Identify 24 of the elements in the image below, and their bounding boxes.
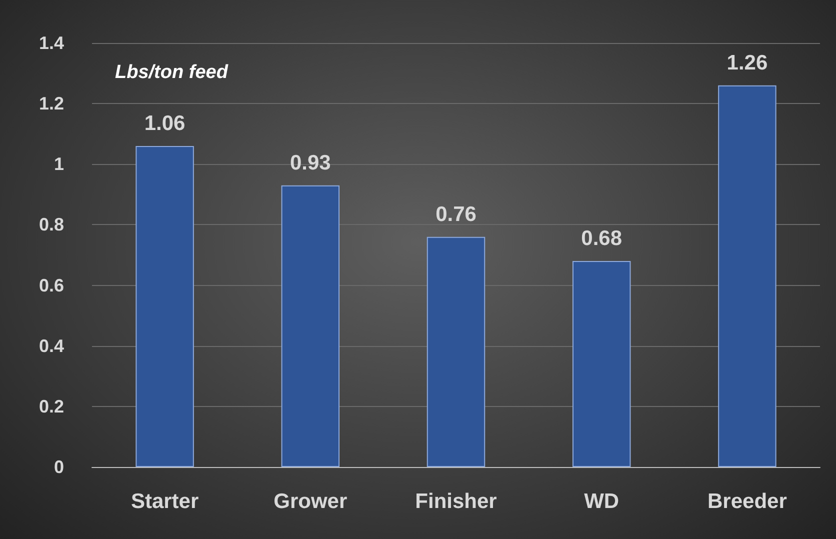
x-tick-label: WD: [584, 490, 620, 513]
y-tick-label: 0.2: [38, 396, 64, 416]
data-label: 0.93: [290, 151, 331, 174]
y-tick-label: 1: [54, 154, 64, 174]
y-tick-label: 1.2: [38, 94, 64, 114]
data-label: 1.06: [144, 112, 186, 135]
y-axis-title: Lbs/ton feed: [115, 62, 228, 83]
y-tick-label: 0.6: [38, 275, 64, 296]
bar: [572, 261, 631, 467]
bar: [426, 236, 486, 467]
x-tick-label: Starter: [130, 490, 199, 513]
x-tick-label: Breeder: [708, 490, 787, 513]
data-label: 0.68: [581, 227, 622, 250]
y-tick-label: 0: [54, 457, 64, 477]
y-tick-label: 0.4: [38, 336, 64, 356]
x-tick-label: Grower: [274, 490, 348, 513]
y-tick-label: 0.8: [38, 214, 64, 235]
bar: [718, 85, 776, 467]
x-tick-label: Finisher: [415, 490, 497, 513]
bar: [281, 185, 340, 467]
y-tick-label: 1.4: [38, 33, 64, 53]
data-label: 1.26: [726, 51, 768, 74]
bar: [136, 146, 194, 467]
data-label: 0.76: [436, 202, 476, 226]
